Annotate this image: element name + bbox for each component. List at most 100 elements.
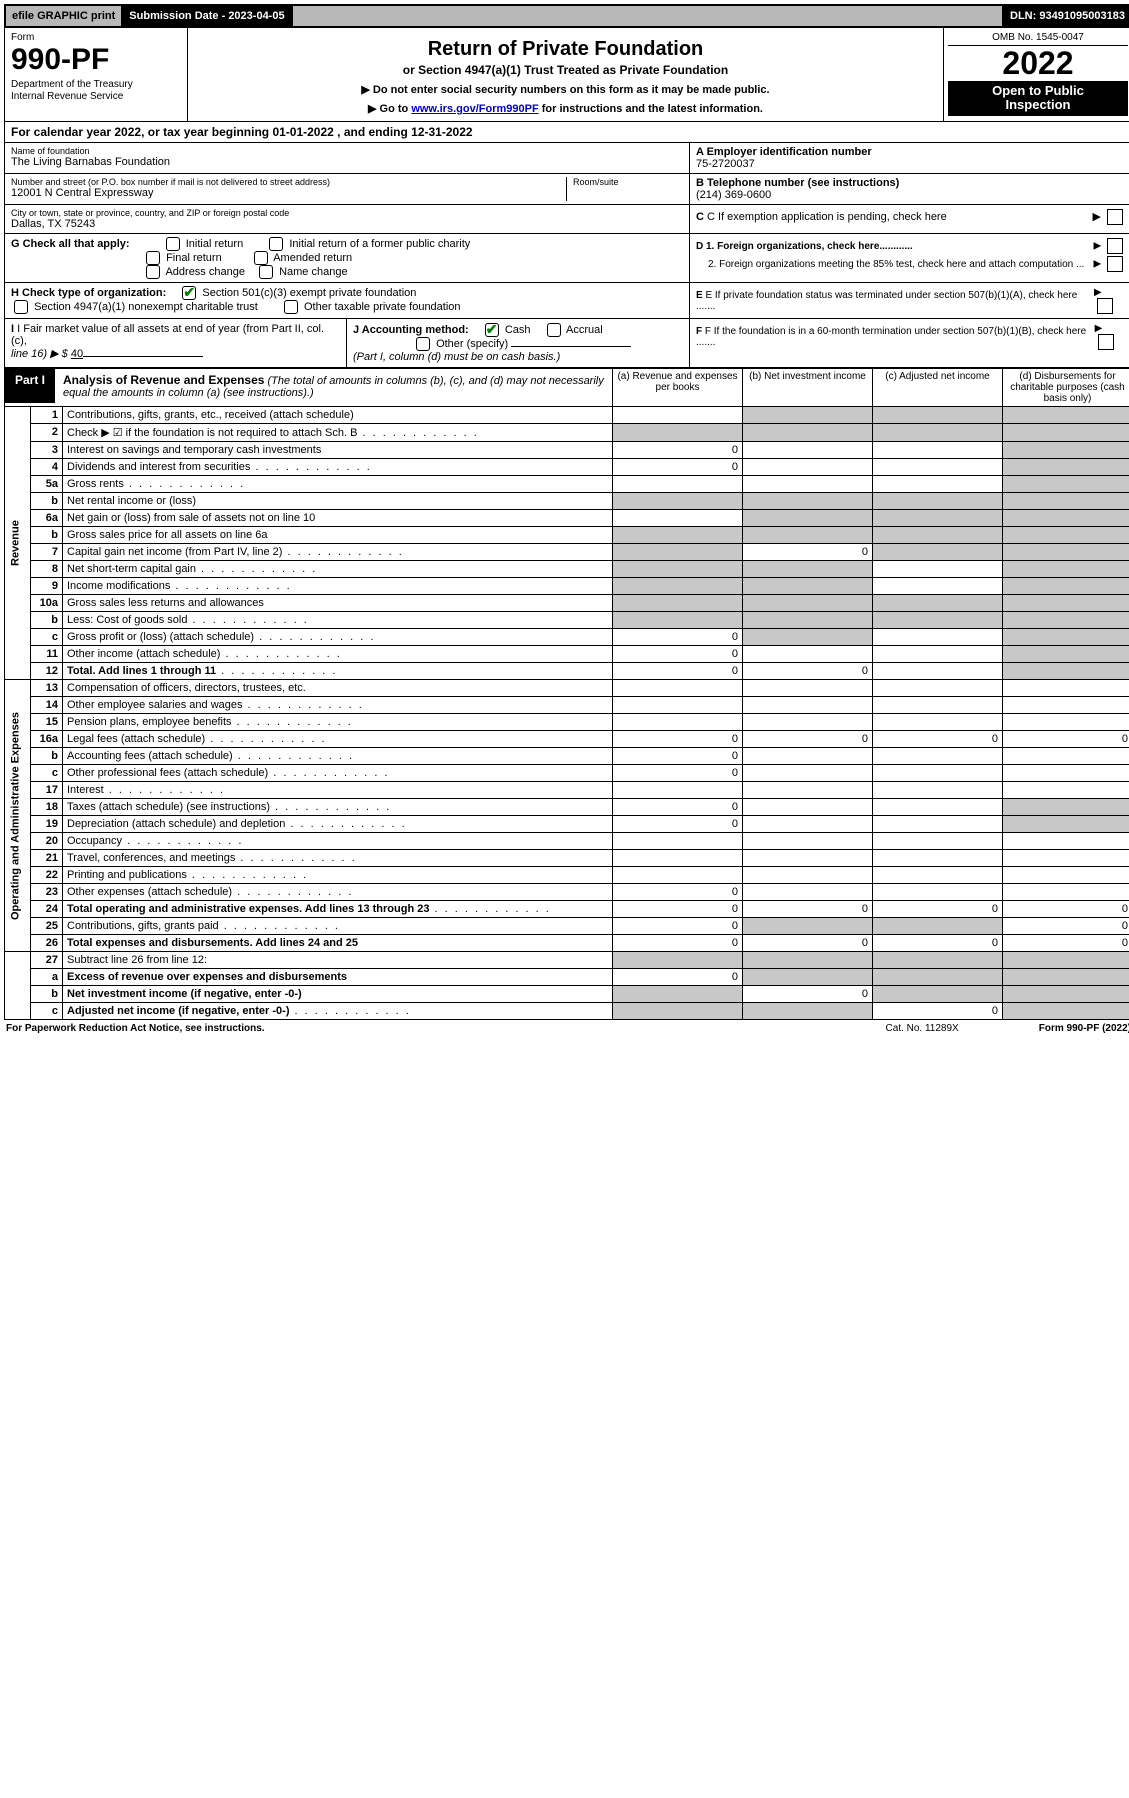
top-spacer [293,6,1004,26]
form-number: 990-PF [11,45,181,75]
table-row: 21Travel, conferences, and meetings [5,850,1129,867]
col-c-header: (c) Adjusted net income [873,369,1003,407]
e-checkbox[interactable] [1097,298,1113,314]
table-row: 11Other income (attach schedule)0 [5,646,1129,663]
tel-cell: B Telephone number (see instructions) (2… [690,174,1129,205]
table-row: 15Pension plans, employee benefits [5,714,1129,731]
omb-number: OMB No. 1545-0047 [948,30,1128,46]
row-g-d: G Check all that apply: Initial return I… [4,234,1129,283]
tel-label: B Telephone number (see instructions) [696,177,899,189]
tel-value: (214) 369-0600 [696,189,1126,201]
calendar-year-line: For calendar year 2022, or tax year begi… [4,122,1129,143]
row-name-ein: Name of foundation The Living Barnabas F… [4,143,1129,174]
table-row: 24Total operating and administrative exp… [5,901,1129,918]
j-accrual-checkbox[interactable] [547,323,561,337]
header-left: Form 990-PF Department of the Treasury I… [5,28,188,121]
col-a-header: (a) Revenue and expenses per books [613,369,743,407]
room-label: Room/suite [573,177,683,187]
h-501c3-checkbox[interactable] [182,286,196,300]
table-row: aExcess of revenue over expenses and dis… [5,969,1129,986]
table-row: 25Contributions, gifts, grants paid00 [5,918,1129,935]
h-cell: H Check type of organization: Section 50… [5,283,690,319]
ein-cell: A Employer identification number 75-2720… [690,143,1129,174]
dln: DLN: 93491095003183 [1004,6,1129,26]
h-other-checkbox[interactable] [284,300,298,314]
j-cash-checkbox[interactable] [485,323,499,337]
form-subtitle: or Section 4947(a)(1) Trust Treated as P… [198,63,933,77]
part1-table: Part I Analysis of Revenue and Expenses … [4,368,1129,1020]
city-value: Dallas, TX 75243 [11,218,683,230]
table-row: 26Total expenses and disbursements. Add … [5,935,1129,952]
table-row: 20Occupancy [5,833,1129,850]
table-row: Revenue1Contributions, gifts, grants, et… [5,407,1129,424]
note2-pre: ▶ Go to [368,103,411,115]
top-bar: efile GRAPHIC print Submission Date - 20… [4,4,1129,28]
d1-label: D 1. Foreign organizations, check here..… [696,241,913,252]
ij-cell: I I Fair market value of all assets at e… [5,319,690,368]
table-row: 12Total. Add lines 1 through 1100 [5,663,1129,680]
c-checkbox[interactable] [1107,209,1123,225]
table-row: 7Capital gain net income (from Part IV, … [5,544,1129,561]
g-final-return[interactable] [146,251,160,265]
g-cell: G Check all that apply: Initial return I… [5,234,690,283]
i-label: I Fair market value of all assets at end… [11,323,324,347]
table-row: bLess: Cost of goods sold [5,612,1129,629]
section-spacer [5,952,31,1020]
g-label: G Check all that apply: [11,238,130,250]
table-row: 10aGross sales less returns and allowanc… [5,595,1129,612]
table-row: 8Net short-term capital gain [5,561,1129,578]
j-other-checkbox[interactable] [416,337,430,351]
row-h-e: H Check type of organization: Section 50… [4,283,1129,319]
part1-badge: Part I [5,369,55,403]
form-note-2: ▶ Go to www.irs.gov/Form990PF for instru… [198,102,933,115]
c-cell: C C If exemption application is pending,… [690,205,1129,234]
d2-checkbox[interactable] [1107,256,1123,272]
table-row: 2Check ▶ ☑ if the foundation is not requ… [5,424,1129,442]
open-public-badge: Open to PublicInspection [948,81,1128,116]
dept-irs: Internal Revenue Service [11,91,181,103]
d2-label: 2. Foreign organizations meeting the 85%… [696,259,1084,270]
table-row: cGross profit or (loss) (attach schedule… [5,629,1129,646]
table-row: 5aGross rents [5,476,1129,493]
g-initial-former[interactable] [269,237,283,251]
h-4947-checkbox[interactable] [14,300,28,314]
h-label: H Check type of organization: [11,287,166,299]
city-label: City or town, state or province, country… [11,208,683,218]
table-row: 27Subtract line 26 from line 12: [5,952,1129,969]
foundation-name-cell: Name of foundation The Living Barnabas F… [5,143,690,174]
j-note: (Part I, column (d) must be on cash basi… [353,351,560,363]
footer: For Paperwork Reduction Act Notice, see … [4,1020,1129,1034]
irs-link[interactable]: www.irs.gov/Form990PF [411,103,538,115]
addr-label: Number and street (or P.O. box number if… [11,177,566,187]
f-label: F If the foundation is in a 60-month ter… [696,326,1086,348]
f-checkbox[interactable] [1098,334,1114,350]
i-cell: I I Fair market value of all assets at e… [5,319,347,367]
g-amended-return[interactable] [254,251,268,265]
table-row: Operating and Administrative Expenses13C… [5,680,1129,697]
submission-date: Submission Date - 2023-04-05 [123,6,292,26]
row-addr-tel: Number and street (or P.O. box number if… [4,174,1129,205]
table-row: 17Interest [5,782,1129,799]
form-note-1: ▶ Do not enter social security numbers o… [198,83,933,96]
note2-post: for instructions and the latest informat… [539,103,763,115]
col-d-header: (d) Disbursements for charitable purpose… [1003,369,1129,407]
table-row: 3Interest on savings and temporary cash … [5,442,1129,459]
g-name-change[interactable] [259,265,273,279]
table-row: 9Income modifications [5,578,1129,595]
city-cell: City or town, state or province, country… [5,205,690,234]
ein-value: 75-2720037 [696,158,1126,170]
g-address-change[interactable] [146,265,160,279]
d1-checkbox[interactable] [1107,238,1123,254]
section-label: Revenue [5,407,31,680]
header-right: OMB No. 1545-0047 2022 Open to PublicIns… [944,28,1129,121]
footer-mid: Cat. No. 11289X [886,1023,959,1034]
g-initial-return[interactable] [166,237,180,251]
table-row: 14Other employee salaries and wages [5,697,1129,714]
footer-left: For Paperwork Reduction Act Notice, see … [6,1023,265,1034]
part1-title: Analysis of Revenue and Expenses (The to… [55,369,612,403]
dept-treasury: Department of the Treasury [11,79,181,91]
part1-header-row: Part I Analysis of Revenue and Expenses … [5,369,1129,407]
ein-label: A Employer identification number [696,146,872,158]
foundation-name: The Living Barnabas Foundation [11,156,683,168]
i-value: 40 [71,348,83,360]
